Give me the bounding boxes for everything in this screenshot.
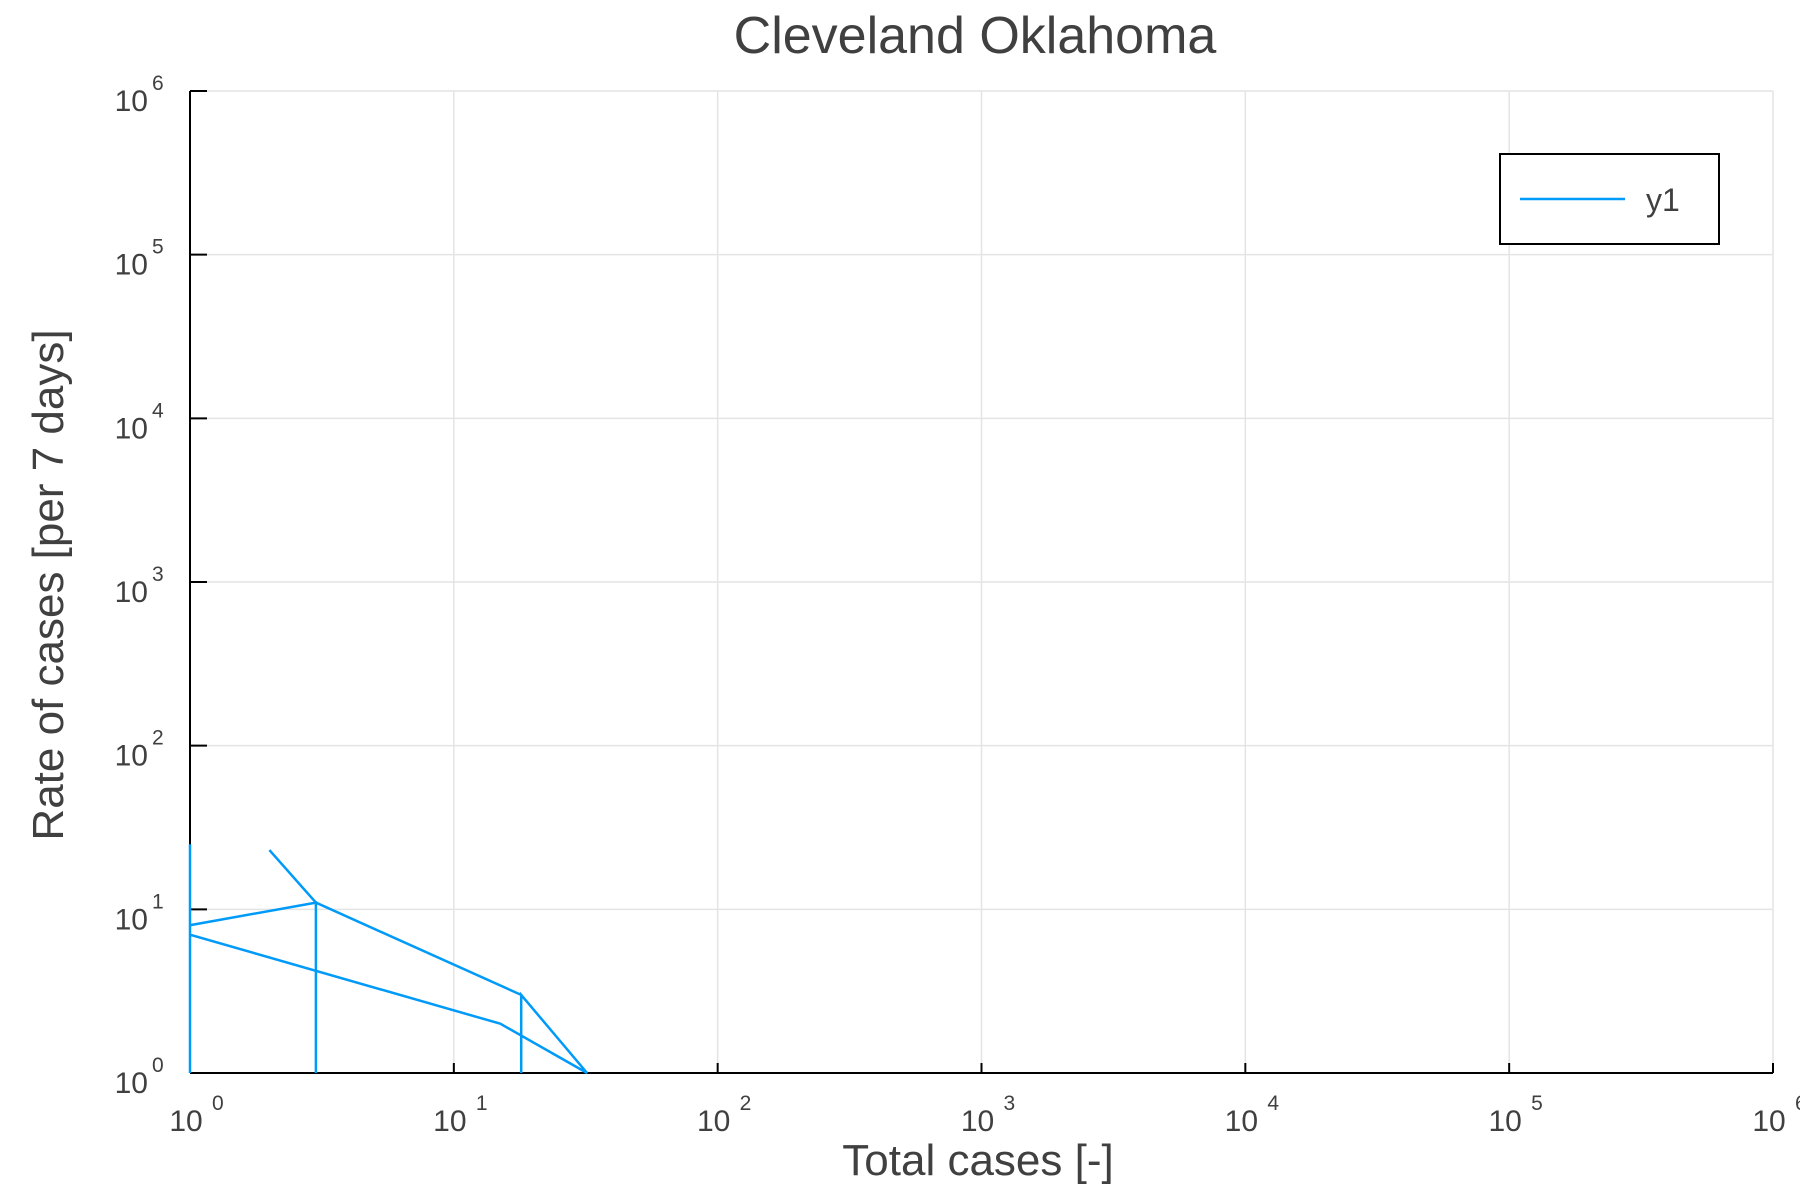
x-tick-exponent: 4: [1267, 1092, 1279, 1115]
chart-title: Cleveland Oklahoma: [734, 7, 1217, 65]
y-tick-label: 10: [115, 1067, 148, 1100]
y-tick-exponent: 1: [152, 890, 164, 913]
x-tick-label: 10: [169, 1105, 202, 1138]
x-tick-label: 10: [1488, 1105, 1521, 1138]
x-tick-exponent: 1: [476, 1092, 488, 1115]
y-tick-label: 10: [115, 903, 148, 936]
y-tick-exponent: 6: [152, 72, 164, 95]
y-tick-exponent: 5: [152, 236, 164, 259]
x-tick-exponent: 6: [1795, 1092, 1800, 1115]
y-tick-label: 10: [115, 740, 148, 773]
y-tick-exponent: 2: [152, 727, 164, 750]
legend: y1: [1499, 153, 1720, 245]
series-layer: [188, 844, 589, 1075]
x-tick-exponent: 3: [1004, 1092, 1016, 1115]
x-tick-label: 10: [1752, 1105, 1785, 1138]
x-tick-label: 10: [433, 1105, 466, 1138]
x-tick-exponent: 5: [1531, 1092, 1543, 1115]
y-tick-exponent: 3: [152, 563, 164, 586]
y-axis-label: Rate of cases [per 7 days]: [24, 329, 73, 840]
x-tick-label: 10: [961, 1105, 994, 1138]
tick-labels: 1001011021031041051061001011021031041051…: [115, 72, 1800, 1138]
x-tick-exponent: 0: [212, 1092, 224, 1115]
y-tick-label: 10: [115, 249, 148, 282]
x-axis-label: Total cases [-]: [842, 1136, 1113, 1185]
x-tick-label: 10: [697, 1105, 730, 1138]
y-tick-label: 10: [115, 85, 148, 118]
x-tick-exponent: 2: [740, 1092, 752, 1115]
y-tick-exponent: 4: [152, 399, 164, 422]
legend-series-label: y1: [1646, 182, 1680, 218]
y-tick-label: 10: [115, 576, 148, 609]
grid: [189, 90, 1774, 1074]
y-tick-exponent: 0: [152, 1054, 164, 1077]
x-tick-label: 10: [1225, 1105, 1258, 1138]
series-line-y1: [188, 844, 589, 1075]
y-tick-label: 10: [115, 412, 148, 445]
